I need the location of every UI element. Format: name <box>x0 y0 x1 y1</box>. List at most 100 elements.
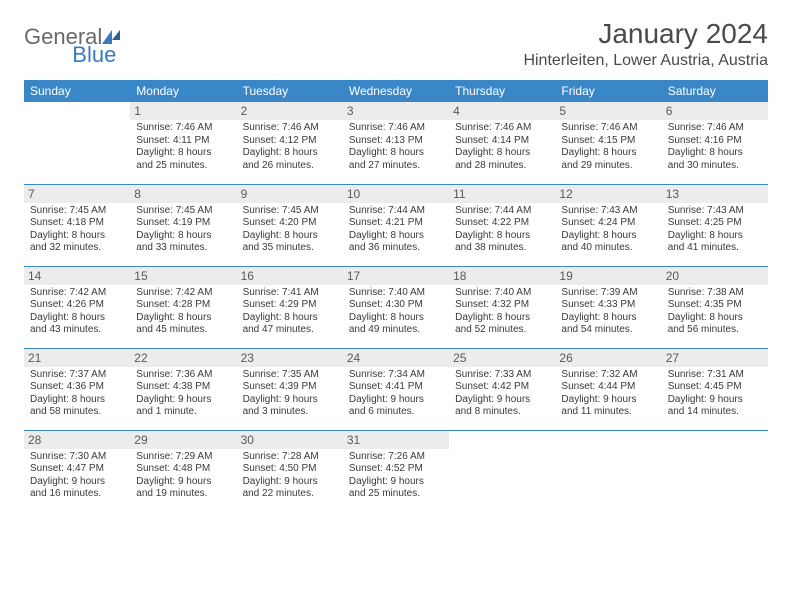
day-number: 7 <box>24 185 130 203</box>
calendar-head: SundayMondayTuesdayWednesdayThursdayFrid… <box>24 80 768 102</box>
calendar-row: 21 Sunrise: 7:37 AMSunset: 4:36 PMDayligh… <box>24 348 768 430</box>
day-info: Sunrise: 7:44 AMSunset: 4:22 PMDaylight:… <box>455 205 549 255</box>
day-info: Sunrise: 7:38 AMSunset: 4:35 PMDaylight:… <box>668 287 762 337</box>
calendar-cell: 13Sunrise: 7:43 AMSunset: 4:25 PMDayligh… <box>662 184 768 266</box>
calendar-cell: 2 Sunrise: 7:46 AMSunset: 4:12 PMDaylight… <box>237 102 343 184</box>
day-info: Sunrise: 7:43 AMSunset: 4:24 PMDaylight:… <box>561 205 655 255</box>
location: Hinterleiten, Lower Austria, Austria <box>523 52 768 70</box>
day-number: 8 <box>130 185 236 203</box>
calendar-cell: 11 Sunrise: 7:44 AMSunset: 4:22 PMDayligh… <box>449 184 555 266</box>
day-info: Sunrise: 7:35 AMSunset: 4:39 PMDaylight:… <box>243 369 337 419</box>
day-number: 1 <box>130 102 236 120</box>
day-info: Sunrise: 7:40 AMSunset: 4:30 PMDaylight:… <box>349 287 443 337</box>
day-number: 25 <box>449 349 555 367</box>
day-header: Friday <box>555 80 661 102</box>
day-number: 31 <box>343 431 449 449</box>
calendar-cell: 29 Sunrise: 7:29 AMSunset: 4:48 PMDayligh… <box>130 430 236 512</box>
day-number: 20 <box>662 267 768 285</box>
calendar-row: 1 Sunrise: 7:46 AMSunset: 4:11 PMDaylight… <box>24 102 768 184</box>
day-info: Sunrise: 7:31 AMSunset: 4:45 PMDaylight:… <box>668 369 762 419</box>
day-number: 15 <box>130 267 236 285</box>
calendar-cell: 26 Sunrise: 7:32 AMSunset: 4:44 PMDayligh… <box>555 348 661 430</box>
calendar-cell: 15 Sunrise: 7:42 AMSunset: 4:28 PMDayligh… <box>130 266 236 348</box>
title-block: January 2024 Hinterleiten, Lower Austria… <box>523 18 768 70</box>
calendar-body: 1 Sunrise: 7:46 AMSunset: 4:11 PMDaylight… <box>24 102 768 512</box>
logo-text-blue: Blue <box>72 42 116 68</box>
calendar-cell: 19 Sunrise: 7:39 AMSunset: 4:33 PMDayligh… <box>555 266 661 348</box>
day-number: 18 <box>449 267 555 285</box>
logo: General Blue <box>24 18 170 50</box>
calendar-cell: 27Sunrise: 7:31 AMSunset: 4:45 PMDayligh… <box>662 348 768 430</box>
day-info: Sunrise: 7:44 AMSunset: 4:21 PMDaylight:… <box>349 205 443 255</box>
calendar-cell: 18 Sunrise: 7:40 AMSunset: 4:32 PMDayligh… <box>449 266 555 348</box>
calendar-cell: 21 Sunrise: 7:37 AMSunset: 4:36 PMDayligh… <box>24 348 130 430</box>
calendar-cell: 3Sunrise: 7:46 AMSunset: 4:13 PMDaylight… <box>343 102 449 184</box>
calendar-row: 28 Sunrise: 7:30 AMSunset: 4:47 PMDayligh… <box>24 430 768 512</box>
day-info: Sunrise: 7:39 AMSunset: 4:33 PMDaylight:… <box>561 287 655 337</box>
day-number: 4 <box>449 102 555 120</box>
day-number: 16 <box>237 267 343 285</box>
day-info: Sunrise: 7:29 AMSunset: 4:48 PMDaylight:… <box>136 451 230 501</box>
day-info: Sunrise: 7:42 AMSunset: 4:28 PMDaylight:… <box>136 287 230 337</box>
day-info: Sunrise: 7:41 AMSunset: 4:29 PMDaylight:… <box>243 287 337 337</box>
day-info: Sunrise: 7:32 AMSunset: 4:44 PMDaylight:… <box>561 369 655 419</box>
day-number: 9 <box>237 185 343 203</box>
day-info: Sunrise: 7:46 AMSunset: 4:12 PMDaylight:… <box>243 122 337 172</box>
day-header: Wednesday <box>343 80 449 102</box>
calendar-cell: 30 Sunrise: 7:28 AMSunset: 4:50 PMDayligh… <box>237 430 343 512</box>
day-number: 26 <box>555 349 661 367</box>
calendar-cell <box>449 430 555 512</box>
day-info: Sunrise: 7:37 AMSunset: 4:36 PMDaylight:… <box>30 369 124 419</box>
day-header: Thursday <box>449 80 555 102</box>
day-info: Sunrise: 7:46 AMSunset: 4:15 PMDaylight:… <box>561 122 655 172</box>
day-number: 6 <box>662 102 768 120</box>
day-number: 23 <box>237 349 343 367</box>
day-number: 21 <box>24 349 130 367</box>
day-number: 17 <box>343 267 449 285</box>
calendar-cell: 4 Sunrise: 7:46 AMSunset: 4:14 PMDaylight… <box>449 102 555 184</box>
calendar-cell: 6 Sunrise: 7:46 AMSunset: 4:16 PMDaylight… <box>662 102 768 184</box>
calendar-cell: 5Sunrise: 7:46 AMSunset: 4:15 PMDaylight… <box>555 102 661 184</box>
day-header: Saturday <box>662 80 768 102</box>
day-number: 29 <box>130 431 236 449</box>
day-info: Sunrise: 7:30 AMSunset: 4:47 PMDaylight:… <box>30 451 124 501</box>
calendar-cell: 28 Sunrise: 7:30 AMSunset: 4:47 PMDayligh… <box>24 430 130 512</box>
day-number: 2 <box>237 102 343 120</box>
day-number: 28 <box>24 431 130 449</box>
calendar-cell: 20 Sunrise: 7:38 AMSunset: 4:35 PMDayligh… <box>662 266 768 348</box>
logo-triangle2-icon <box>112 30 120 40</box>
calendar-cell: 24 Sunrise: 7:34 AMSunset: 4:41 PMDayligh… <box>343 348 449 430</box>
day-number: 12 <box>555 185 661 203</box>
day-header: Monday <box>130 80 236 102</box>
day-info: Sunrise: 7:46 AMSunset: 4:16 PMDaylight:… <box>668 122 762 172</box>
day-number: 11 <box>449 185 555 203</box>
calendar-cell: 22Sunrise: 7:36 AMSunset: 4:38 PMDayligh… <box>130 348 236 430</box>
calendar-cell: 16 Sunrise: 7:41 AMSunset: 4:29 PMDayligh… <box>237 266 343 348</box>
day-info: Sunrise: 7:45 AMSunset: 4:20 PMDaylight:… <box>243 205 337 255</box>
day-info: Sunrise: 7:46 AMSunset: 4:11 PMDaylight:… <box>136 122 230 172</box>
calendar-cell: 12 Sunrise: 7:43 AMSunset: 4:24 PMDayligh… <box>555 184 661 266</box>
day-number: 14 <box>24 267 130 285</box>
day-number: 24 <box>343 349 449 367</box>
day-info: Sunrise: 7:40 AMSunset: 4:32 PMDaylight:… <box>455 287 549 337</box>
day-info: Sunrise: 7:45 AMSunset: 4:19 PMDaylight:… <box>136 205 230 255</box>
day-info: Sunrise: 7:26 AMSunset: 4:52 PMDaylight:… <box>349 451 443 501</box>
calendar-cell <box>555 430 661 512</box>
calendar-table: SundayMondayTuesdayWednesdayThursdayFrid… <box>24 80 768 512</box>
day-info: Sunrise: 7:42 AMSunset: 4:26 PMDaylight:… <box>30 287 124 337</box>
day-info: Sunrise: 7:34 AMSunset: 4:41 PMDaylight:… <box>349 369 443 419</box>
calendar-cell: 25 Sunrise: 7:33 AMSunset: 4:42 PMDayligh… <box>449 348 555 430</box>
day-info: Sunrise: 7:33 AMSunset: 4:42 PMDaylight:… <box>455 369 549 419</box>
calendar-cell: 31 Sunrise: 7:26 AMSunset: 4:52 PMDayligh… <box>343 430 449 512</box>
day-number: 19 <box>555 267 661 285</box>
header: General Blue January 2024 Hinterleiten, … <box>24 18 768 70</box>
day-info: Sunrise: 7:28 AMSunset: 4:50 PMDaylight:… <box>243 451 337 501</box>
calendar-cell: 17 Sunrise: 7:40 AMSunset: 4:30 PMDayligh… <box>343 266 449 348</box>
calendar-row: 7Sunrise: 7:45 AMSunset: 4:18 PMDaylight… <box>24 184 768 266</box>
day-info: Sunrise: 7:46 AMSunset: 4:13 PMDaylight:… <box>349 122 443 172</box>
day-number: 30 <box>237 431 343 449</box>
day-info: Sunrise: 7:46 AMSunset: 4:14 PMDaylight:… <box>455 122 549 172</box>
month-title: January 2024 <box>523 18 768 50</box>
calendar-cell: 14 Sunrise: 7:42 AMSunset: 4:26 PMDayligh… <box>24 266 130 348</box>
calendar-cell: 8 Sunrise: 7:45 AMSunset: 4:19 PMDaylight… <box>130 184 236 266</box>
